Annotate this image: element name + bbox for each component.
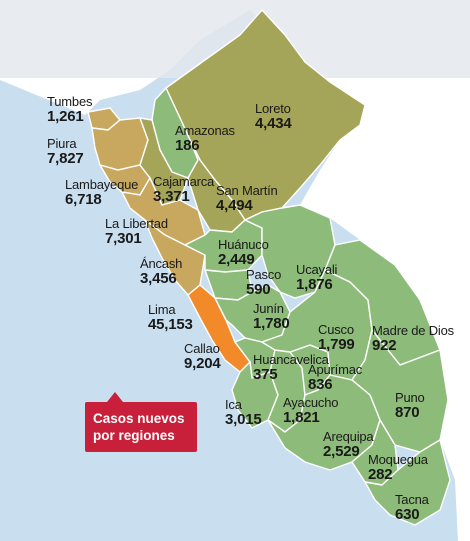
region-name: Cajamarca — [153, 174, 215, 189]
region-value: 1,799 — [318, 336, 355, 353]
region-name: Cusco — [318, 322, 354, 337]
region-name: Junín — [253, 301, 284, 316]
label-huancavelica: Huancavelica 375 — [253, 353, 329, 382]
region-value: 3,456 — [140, 270, 177, 287]
region-name: Arequipa — [323, 429, 374, 444]
label-tumbes: Tumbes 1,261 — [47, 95, 92, 124]
label-la-libertad: La Libertad 7,301 — [105, 217, 168, 246]
region-value: 375 — [253, 366, 278, 383]
label-moquegua: Moquegua 282 — [368, 453, 428, 482]
region-value: 1,876 — [296, 276, 333, 293]
legend-callout: Casos nuevos por regiones — [85, 392, 197, 452]
region-name: San Martín — [216, 183, 278, 198]
label-cajamarca: Cajamarca 3,371 — [153, 175, 214, 204]
regions — [87, 8, 451, 526]
label-apurimac: Apurímac 836 — [308, 363, 362, 392]
region-value: 1,780 — [253, 315, 290, 332]
region-name: Moquegua — [368, 452, 428, 467]
region-value: 3,015 — [225, 411, 262, 428]
region-name: Tumbes — [47, 94, 93, 109]
region-value: 4,434 — [255, 115, 292, 132]
label-lima: Lima 45,153 — [148, 303, 193, 332]
label-ayacucho: Ayacucho 1,821 — [283, 396, 338, 425]
region-value: 186 — [175, 137, 200, 154]
region-arequipa-shape — [267, 374, 381, 471]
region-value: 2,449 — [218, 251, 255, 268]
region-value: 1,821 — [283, 409, 320, 426]
label-piura: Piura 7,827 — [47, 137, 84, 166]
region-name: Pasco — [246, 267, 282, 282]
label-loreto: Loreto 4,434 — [255, 102, 292, 131]
region-value: 3,371 — [153, 188, 190, 205]
label-lambayeque: Lambayeque 6,718 — [65, 178, 138, 207]
region-name: Huancavelica — [253, 352, 329, 367]
region-value: 630 — [395, 506, 420, 523]
region-name: Ayacucho — [283, 395, 339, 410]
region-name: Puno — [395, 390, 425, 405]
legend-pointer — [107, 392, 123, 402]
region-value: 590 — [246, 281, 271, 298]
label-madre-de-dios: Madre de Dios 922 — [372, 324, 454, 353]
legend-line-1: Casos nuevos — [93, 411, 185, 426]
region-name: Ica — [225, 397, 242, 412]
region-value: 922 — [372, 337, 397, 354]
region-value: 282 — [368, 466, 393, 483]
label-puno: Puno 870 — [395, 391, 425, 420]
region-name: Ucayali — [296, 262, 338, 277]
label-amazonas: Amazonas 186 — [175, 124, 235, 153]
label-cusco: Cusco 1,799 — [318, 323, 355, 352]
region-name: Lima — [148, 302, 176, 317]
region-value: 836 — [308, 376, 333, 393]
label-ancash: Áncash 3,456 — [140, 257, 182, 286]
region-name: Tacna — [395, 492, 429, 507]
region-name: Áncash — [140, 256, 183, 271]
region-name: Apurímac — [308, 362, 363, 377]
region-value: 4,494 — [216, 197, 253, 214]
region-name: Huánuco — [218, 237, 269, 252]
region-value: 2,529 — [323, 443, 360, 460]
label-pasco: Pasco 590 — [246, 268, 281, 297]
label-callao: Callao 9,204 — [184, 342, 221, 371]
label-san-martin: San Martín 4,494 — [216, 184, 278, 213]
region-name: Piura — [47, 136, 77, 151]
label-junin: Junín 1,780 — [253, 302, 290, 331]
region-value: 870 — [395, 404, 420, 421]
region-value: 7,301 — [105, 230, 142, 247]
region-name: Madre de Dios — [372, 323, 454, 338]
label-huanuco: Huánuco 2,449 — [218, 238, 269, 267]
label-ucayali: Ucayali 1,876 — [296, 263, 337, 292]
region-name: Loreto — [255, 101, 291, 116]
region-value: 45,153 — [148, 316, 193, 333]
legend-line-2: por regiones — [93, 428, 175, 443]
region-value: 7,827 — [47, 150, 84, 167]
region-value: 6,718 — [65, 191, 102, 208]
region-value: 1,261 — [47, 108, 84, 125]
region-name: Callao — [184, 341, 220, 356]
label-ica: Ica 3,015 — [225, 398, 262, 427]
region-value: 9,204 — [184, 355, 221, 372]
region-name: La Libertad — [105, 216, 168, 231]
region-name: Lambayeque — [65, 177, 139, 192]
legend-text: Casos nuevos por regiones — [93, 410, 185, 444]
region-tacna-shape — [363, 438, 451, 526]
region-name: Amazonas — [175, 123, 235, 138]
label-arequipa: Arequipa 2,529 — [323, 429, 374, 460]
region-la-libertad-shape — [120, 176, 206, 246]
label-tacna: Tacna 630 — [395, 493, 429, 522]
